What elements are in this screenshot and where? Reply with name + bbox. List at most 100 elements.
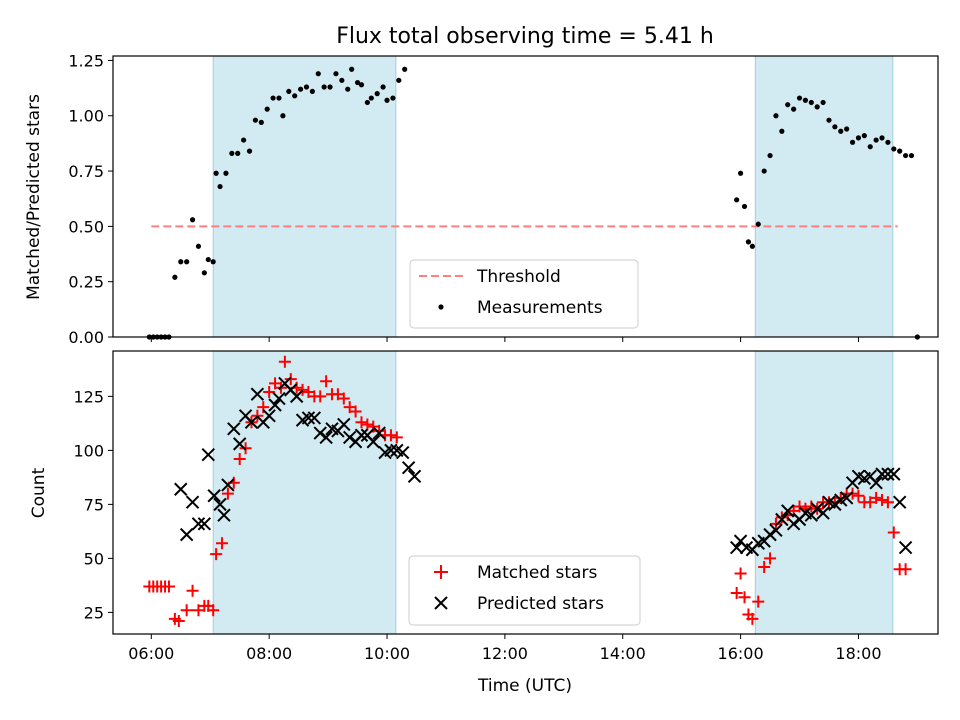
measurement-point-13 [205, 256, 211, 263]
bottom-y-tick-label-25: 25 [84, 603, 104, 622]
predicted-star-point-31 [342, 430, 357, 445]
measurement-point-50 [734, 197, 740, 203]
matched-star-point-24 [263, 386, 276, 399]
matched-star-point-22 [251, 409, 264, 422]
measurement-point-33 [315, 71, 321, 77]
predicted-star-point-2 [179, 527, 194, 542]
measurement-point-30 [297, 86, 304, 92]
measurement-point-20 [241, 137, 247, 143]
bottom-y-tick-label-100: 100 [73, 441, 104, 460]
measurement-point-37 [339, 77, 345, 83]
predicted-star-point-25 [307, 411, 322, 425]
predicted-star-point-43 [729, 540, 744, 555]
predicted-star-point-17 [262, 409, 276, 423]
measurement-point-17 [223, 170, 229, 176]
predicted-star-point-42 [407, 469, 422, 484]
measurement-point-11 [195, 243, 202, 249]
predicted-star-point-58 [816, 506, 830, 520]
predicted-star-point-19 [272, 391, 286, 406]
predicted-star-point-10 [221, 478, 235, 492]
bottom-shaded-intervals [212, 350, 894, 635]
predicted-star-point-15 [250, 387, 265, 401]
top-plot-frame [112, 55, 939, 338]
matched-star-point-30 [296, 383, 309, 396]
x-tick-label-1200: 12:00 [482, 644, 528, 663]
measurement-point-73 [861, 133, 867, 139]
top-shaded-interval-2 [754, 55, 894, 338]
measurement-point-62 [796, 95, 803, 101]
measurement-point-10 [189, 217, 196, 223]
predicted-star-point-69 [881, 467, 895, 481]
measurement-point-78 [891, 146, 897, 152]
x-tick-label-1600: 16:00 [718, 644, 764, 663]
x-tick-label-1800: 18:00 [835, 644, 881, 663]
measurement-point-29 [292, 93, 298, 99]
matched-star-point-59 [793, 500, 806, 513]
predicted-stars-legend-swatch [434, 596, 448, 610]
measurement-point-61 [791, 106, 797, 112]
predicted-star-point-30 [337, 417, 351, 432]
matched-star-point-73 [876, 494, 889, 507]
measurements-legend-label: Measurements [477, 298, 603, 318]
measurement-point-27 [280, 113, 286, 119]
x-axis-label: Time (UTC) [477, 676, 572, 696]
predicted-star-point-11 [227, 422, 241, 436]
top-panel: 0.00 0.25 0.50 0.75 1.00 1.25 Matched/Predict… [24, 51, 939, 347]
matched-star-point-54 [764, 552, 777, 565]
measurement-point-41 [358, 82, 365, 88]
measurement-point-55 [755, 221, 761, 227]
measurement-point-65 [814, 104, 820, 110]
measurement-point-39 [349, 66, 355, 72]
matched-star-point-53 [758, 561, 771, 574]
matched-star-point-52 [752, 595, 765, 608]
matched-star-point-20 [239, 442, 252, 455]
predicted-star-point-41 [401, 460, 416, 475]
matched-star-point-47 [730, 586, 743, 599]
matched-star-point-45 [384, 429, 397, 442]
predicted-star-point-1 [174, 482, 188, 496]
predicted-star-point-38 [384, 443, 398, 458]
measurement-point-80 [902, 152, 909, 159]
predicted-stars-points [174, 376, 913, 557]
predicted-star-point-7 [207, 489, 221, 503]
measurement-point-70 [844, 126, 850, 132]
measurement-point-28 [286, 88, 292, 95]
predicted-stars-legend-label: Predicted stars [477, 594, 604, 614]
predicted-star-point-36 [372, 426, 386, 440]
measurement-point-22 [252, 117, 259, 123]
measurement-point-19 [235, 150, 241, 156]
predicted-star-point-24 [301, 411, 316, 425]
matched-star-point-68 [846, 487, 859, 500]
top-y-axis-label: Matched/Predicted stars [24, 94, 44, 300]
measurement-point-12 [201, 270, 207, 276]
predicted-star-point-51 [775, 512, 789, 527]
measurement-point-79 [897, 148, 903, 154]
matched-star-point-27 [278, 355, 291, 368]
measurement-point-24 [264, 106, 270, 112]
matched-star-point-37 [337, 392, 350, 405]
measurement-point-71 [849, 139, 856, 145]
predicted-star-point-6 [201, 447, 215, 462]
predicted-star-point-40 [396, 445, 410, 460]
bottom-y-ticks: 25 50 75 100 125 [73, 387, 113, 622]
measurement-point-8 [178, 259, 184, 265]
measurement-point-72 [855, 135, 862, 141]
bottom-plot-frame [112, 350, 939, 635]
predicted-star-point-70 [887, 467, 901, 481]
measurement-point-48 [396, 77, 402, 83]
predicted-star-point-18 [268, 398, 282, 412]
measurement-point-47 [390, 95, 396, 101]
chart-title: Flux total observing time = 5.41 h [336, 24, 714, 49]
x-tick-label-1400: 14:00 [600, 644, 646, 663]
predicted-star-point-4 [191, 517, 206, 531]
measurement-point-35 [327, 84, 333, 90]
predicted-star-point-57 [810, 501, 824, 516]
x-tick-label-0800: 08:00 [246, 644, 292, 663]
predicted-star-point-71 [892, 495, 907, 509]
bottom-y-tick-label-125: 125 [73, 387, 104, 406]
measurement-point-14 [210, 259, 216, 265]
top-y-tick-label-0.50: 0.50 [68, 217, 104, 236]
predicted-star-point-14 [244, 415, 259, 429]
matched-star-point-40 [355, 416, 368, 429]
matched-star-point-69 [852, 489, 865, 502]
